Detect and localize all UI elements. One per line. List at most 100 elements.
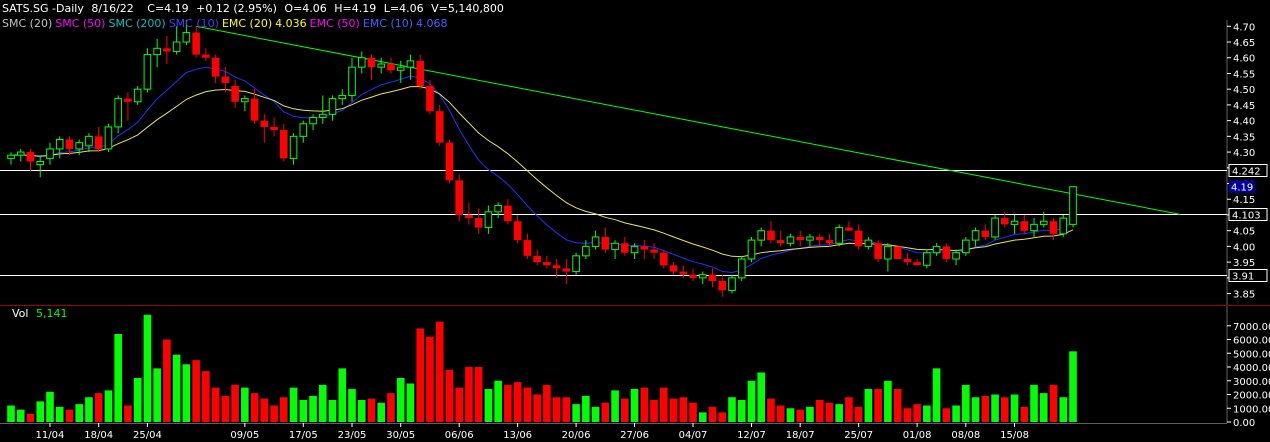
price-tick-label: 3.85 (1233, 290, 1255, 301)
price-tick-label: 4.15 (1233, 195, 1255, 206)
volume-bar (192, 360, 200, 422)
candle-body (211, 57, 220, 77)
candle-body (387, 64, 395, 71)
volume-bar (309, 395, 317, 422)
volume-bar (1020, 406, 1029, 422)
volume-bar (533, 394, 541, 422)
volume-bar (796, 409, 804, 422)
volume-bar (377, 402, 386, 422)
volume-bar (854, 406, 863, 422)
volume-bar (737, 400, 746, 422)
volume-bar (270, 405, 278, 422)
candle-body (270, 126, 278, 131)
volume-bar (728, 397, 736, 422)
candle-body (153, 47, 161, 56)
date-tick-label: 13/06 (503, 430, 532, 441)
level-label-box (1228, 208, 1268, 221)
candle-body (328, 98, 337, 115)
candle-body (445, 142, 454, 181)
volume-bar (211, 387, 220, 422)
volume-bar (114, 334, 122, 422)
candle-body (718, 280, 727, 291)
candle-body (572, 255, 580, 273)
date-tick-label: 18/04 (84, 430, 113, 441)
change-label: +0.12 (2.95%) (196, 2, 277, 15)
volume-bar (280, 397, 288, 422)
last-price-label: 4.19 (1231, 183, 1253, 194)
volume-bar (523, 387, 532, 422)
volume-bar (289, 387, 298, 422)
candle-body (435, 111, 444, 143)
volume-tick-label: 0.00 (1233, 418, 1255, 429)
volume-bar (1000, 397, 1009, 422)
date-tick-label: 04/07 (679, 430, 708, 441)
candle-body (767, 230, 775, 241)
candle-body (689, 274, 697, 278)
volume-bar (572, 404, 580, 422)
candle-body (806, 236, 814, 241)
candle-body (289, 135, 298, 159)
date-tick-label: 25/04 (133, 430, 162, 441)
volume-bar (903, 408, 912, 422)
price-tick-label: 3.95 (1233, 258, 1255, 269)
volume-label: V=5,140,800 (431, 2, 504, 15)
candle-body (104, 126, 113, 150)
candle-body (465, 214, 473, 219)
indicator-label: SMC (50) (55, 17, 106, 30)
volume-bar (552, 397, 561, 422)
volume-bar (406, 383, 415, 422)
volume-bar (465, 367, 473, 422)
date-tick-label: 15/08 (1000, 430, 1029, 441)
candle-body (1059, 217, 1068, 235)
price-tick-label: 4.05 (1233, 227, 1255, 238)
volume-bar (36, 401, 45, 422)
candle-body (250, 98, 259, 121)
candle-body (280, 130, 288, 159)
volume-bar (182, 364, 191, 422)
candle-body (318, 113, 327, 118)
indicator-label: EMC (50) (309, 17, 360, 30)
candle-body (55, 138, 64, 150)
candle-body (7, 154, 15, 159)
candle-body (406, 60, 415, 68)
volume-bar (893, 389, 902, 422)
candle-body (923, 252, 931, 266)
volume-bar (864, 389, 873, 422)
volume-bar (494, 380, 502, 422)
candle-body (1049, 221, 1058, 234)
volume-bar (543, 384, 551, 422)
level-label: 3.91 (1232, 272, 1254, 283)
volume-bar (484, 389, 493, 422)
level-label: 4.242 (1232, 167, 1261, 178)
volume-bar (659, 387, 668, 422)
date-tick-label: 17/05 (289, 430, 318, 441)
volume-bar (163, 339, 171, 422)
symbol-label: SATS.SG -Daily (2, 2, 84, 15)
candle-body (621, 243, 629, 253)
volume-bar (825, 402, 834, 422)
candle-body (416, 60, 425, 87)
candle-body (357, 57, 366, 68)
candle-body (679, 271, 688, 275)
candle-body (143, 54, 152, 90)
candle-body (650, 249, 658, 253)
candle-body (815, 236, 824, 241)
candle-body (776, 240, 785, 244)
candle-body (1069, 186, 1077, 225)
volume-bar (952, 405, 960, 422)
volume-tick-label: 5000.00 (1233, 349, 1270, 360)
volume-bar (562, 397, 571, 422)
candle-body (854, 230, 863, 247)
price-tick-label: 4.00 (1233, 242, 1255, 253)
volume-tick-label: 2000.00 (1233, 391, 1270, 402)
indicator-label: SMC (200) (108, 17, 166, 30)
moving-average-line (10, 86, 1074, 258)
candle-body (737, 258, 746, 279)
volume-bar (1010, 394, 1019, 422)
volume-bar (776, 405, 785, 422)
candle-body (16, 151, 25, 156)
volume-bar (328, 400, 337, 422)
volume-bar (104, 390, 113, 422)
volume-tick-label: 6000.00 (1233, 336, 1270, 347)
volume-bar (679, 397, 688, 422)
